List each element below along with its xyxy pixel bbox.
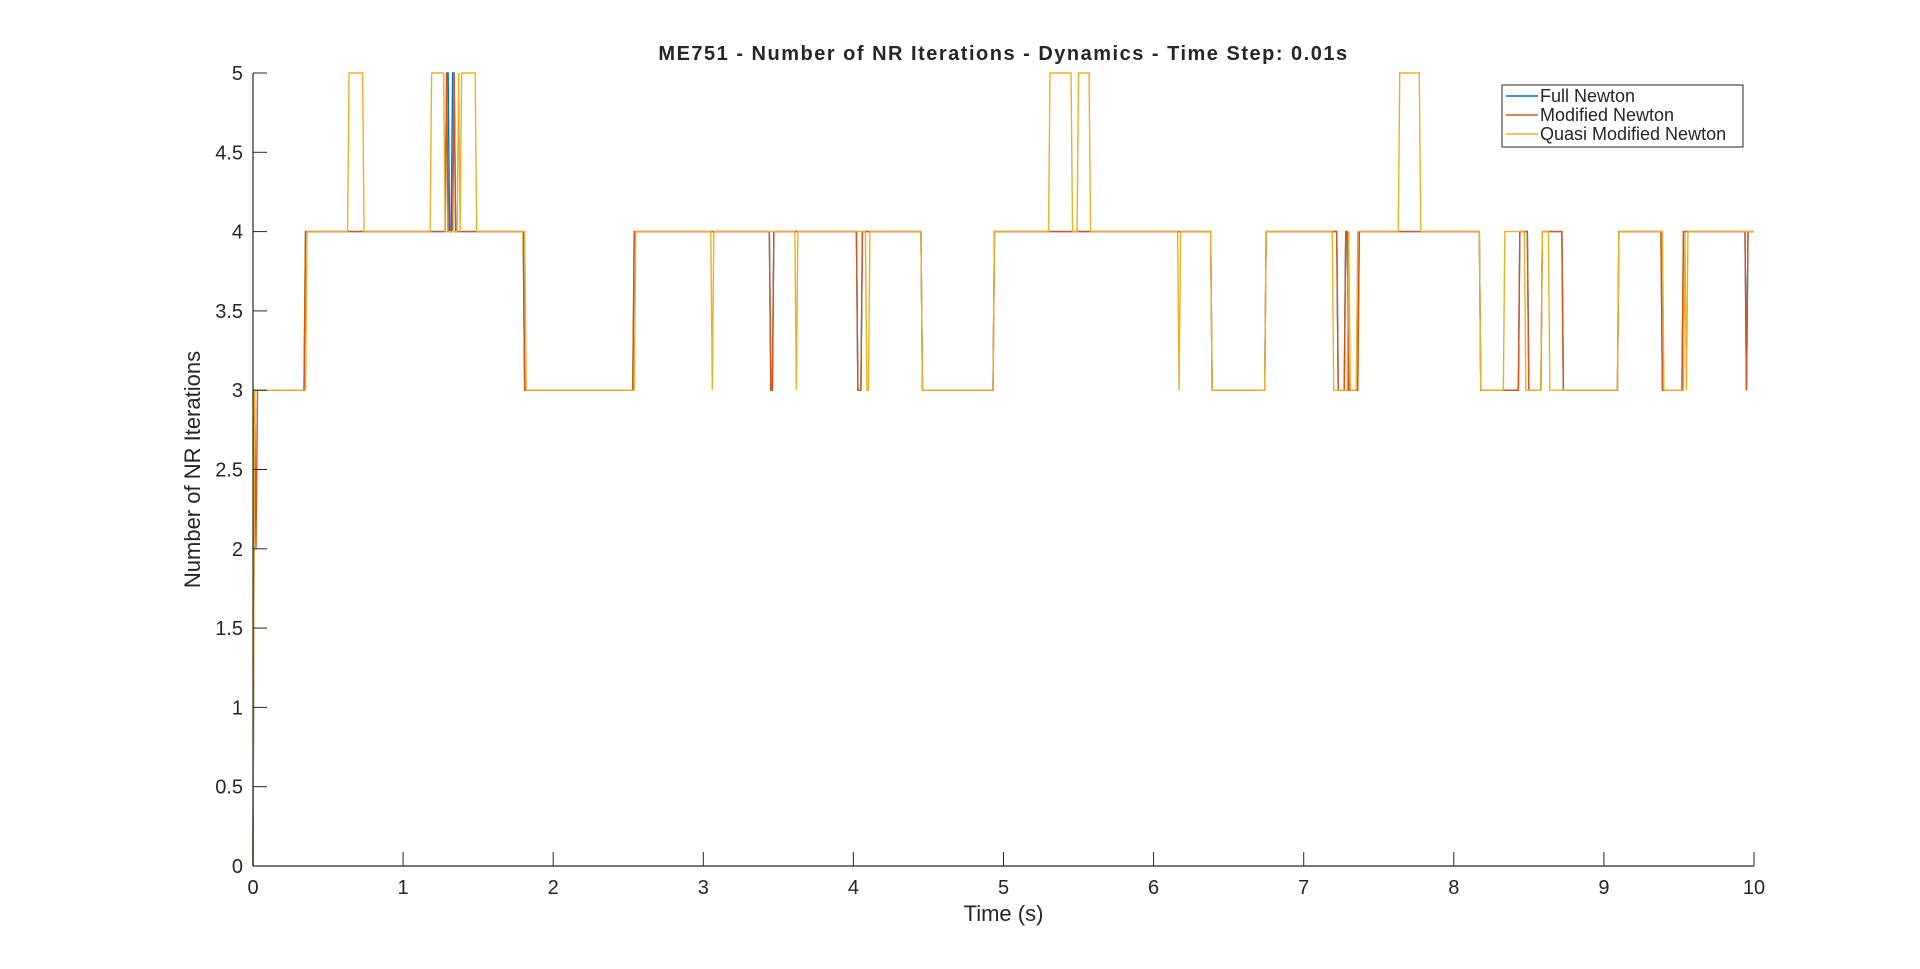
x-tick-label: 1 <box>398 877 409 899</box>
y-tick-label: 0 <box>232 856 243 878</box>
y-axis-label: Number of NR Iterations <box>180 351 205 588</box>
x-tick-label: 3 <box>698 877 709 899</box>
y-tick-label: 1.5 <box>215 618 243 640</box>
x-tick-label: 7 <box>1298 877 1309 899</box>
y-tick-label: 3 <box>232 380 243 402</box>
x-tick-label: 9 <box>1598 877 1609 899</box>
y-tick-label: 3.5 <box>215 301 243 323</box>
y-tick-label: 4 <box>232 222 243 244</box>
x-tick-label: 2 <box>548 877 559 899</box>
axes: 0 1 2 3 4 5 6 7 8 9 10 0 0.5 1 1.5 2 2.5 3 3.5 4 4.5 5 <box>215 63 1765 899</box>
x-tick-label: 5 <box>998 877 1009 899</box>
y-tick-label: 4.5 <box>215 142 243 164</box>
x-tick-label: 6 <box>1148 877 1159 899</box>
y-tick-label: 0.5 <box>215 777 243 799</box>
y-tick-label: 5 <box>232 63 243 85</box>
y-tick-label: 2.5 <box>215 460 243 482</box>
legend-entry: Quasi Modified Newton <box>1540 124 1726 144</box>
legend-entry: Modified Newton <box>1540 105 1674 125</box>
plot-area <box>252 72 1754 867</box>
legend-box <box>1501 84 1744 148</box>
x-tick-label: 8 <box>1448 877 1459 899</box>
x-tick-label: 0 <box>247 877 258 899</box>
x-tick-label: 4 <box>848 877 859 899</box>
x-tick-label: 10 <box>1743 877 1765 899</box>
y-tick-label: 1 <box>232 697 243 719</box>
series-line-3 <box>252 72 1754 867</box>
x-axis-label: Time (s) <box>964 901 1044 926</box>
chart-title: ME751 - Number of NR Iterations - Dynami… <box>658 43 1348 65</box>
legend-entry: Full Newton <box>1540 86 1635 106</box>
y-tick-label: 2 <box>232 539 243 561</box>
